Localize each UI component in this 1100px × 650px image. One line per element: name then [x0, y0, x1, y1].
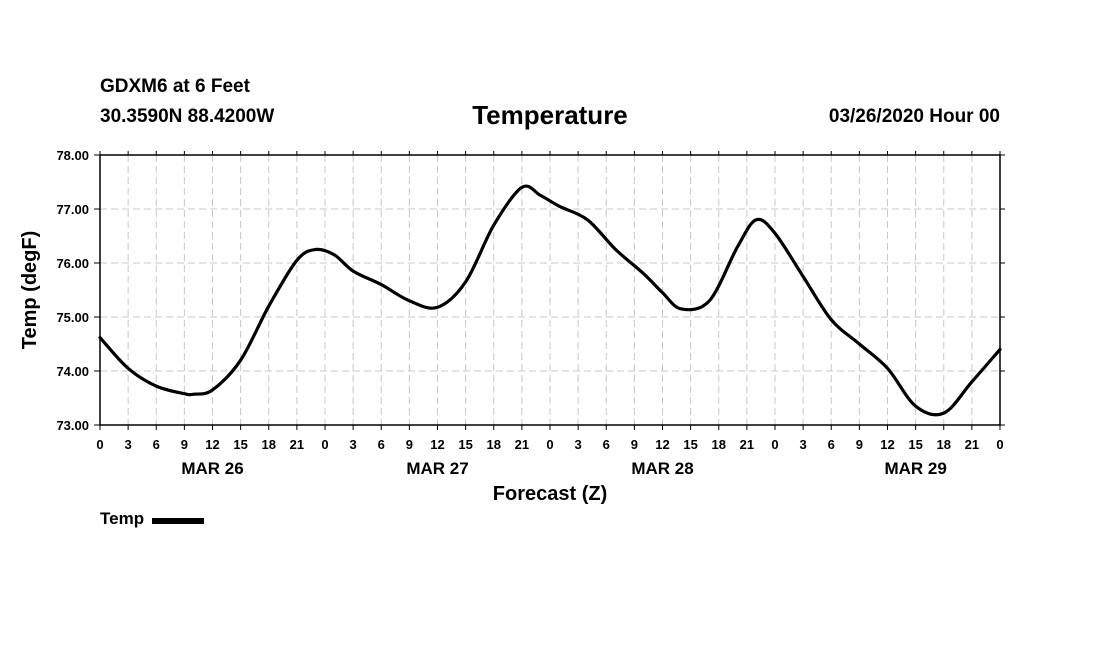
x-tick-label: 18 [937, 437, 951, 452]
date-label: MAR 28 [631, 459, 693, 478]
y-axis-label: Temp (degF) [19, 231, 41, 350]
x-tick-label: 12 [205, 437, 219, 452]
x-tick-label: 18 [487, 437, 501, 452]
x-tick-label: 3 [125, 437, 132, 452]
x-tick-label: 21 [290, 437, 304, 452]
grid-lines [99, 154, 1001, 426]
x-tick-label: 18 [262, 437, 276, 452]
x-tick-label: 15 [908, 437, 922, 452]
x-tick-label: 3 [575, 437, 582, 452]
y-tick-label: 77.00 [56, 202, 89, 217]
date-label: MAR 27 [406, 459, 468, 478]
x-axis-label: Forecast (Z) [493, 483, 607, 505]
y-tick-label: 76.00 [56, 256, 89, 271]
x-tick-label: 18 [712, 437, 726, 452]
x-tick-label: 21 [740, 437, 754, 452]
tick-labels: 0 3 6 9 12 15 18 21 0 3 6 9 12 15 18 21 0 3 6 9 12 15 18 21 0 3 6 9… [56, 148, 1003, 478]
chart-title: Temperature [472, 100, 628, 130]
x-tick-label: 0 [96, 437, 103, 452]
y-tick-label: 74.00 [56, 364, 89, 379]
y-tick-label: 78.00 [56, 148, 89, 163]
x-tick-label: 15 [233, 437, 247, 452]
x-tick-label: 9 [856, 437, 863, 452]
x-tick-label: 9 [181, 437, 188, 452]
x-tick-label: 0 [321, 437, 328, 452]
x-tick-label: 15 [458, 437, 472, 452]
x-tick-label: 6 [153, 437, 160, 452]
x-tick-label: 3 [350, 437, 357, 452]
y-tick-label: 75.00 [56, 310, 89, 325]
x-tick-label: 21 [515, 437, 529, 452]
station-coordinates: 30.3590N 88.4200W [100, 106, 275, 127]
legend-label: Temp [100, 509, 145, 528]
x-tick-label: 3 [800, 437, 807, 452]
legend-swatch [152, 517, 205, 524]
station-name: GDXM6 at 6 Feet [100, 76, 250, 97]
x-tick-label: 9 [631, 437, 638, 452]
x-tick-label: 12 [655, 437, 669, 452]
x-tick-label: 6 [378, 437, 385, 452]
forecast-datetime: 03/26/2020 Hour 00 [828, 106, 1000, 127]
x-tick-label: 21 [965, 437, 979, 452]
x-tick-label: 6 [828, 437, 835, 452]
plot-frame [99, 154, 1001, 426]
date-label: MAR 26 [181, 459, 243, 478]
x-tick-label: 6 [603, 437, 610, 452]
x-tick-label: 9 [406, 437, 413, 452]
legend: Temp [100, 509, 205, 529]
x-tick-label: 0 [996, 437, 1003, 452]
date-label: MAR 29 [884, 459, 946, 478]
x-tick-label: 0 [546, 437, 553, 452]
x-tick-label: 0 [771, 437, 778, 452]
temp-series-line [98, 184, 1002, 417]
x-tick-label: 12 [430, 437, 444, 452]
x-tick-label: 12 [880, 437, 894, 452]
y-tick-label: 73.00 [56, 418, 89, 433]
x-tick-label: 15 [683, 437, 697, 452]
